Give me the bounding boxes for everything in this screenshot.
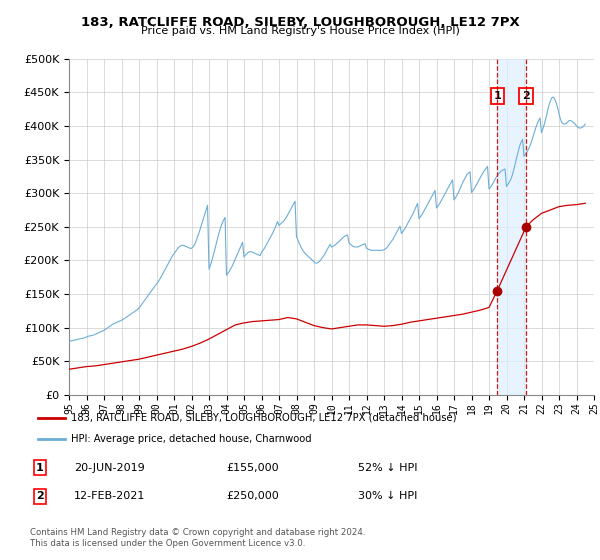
Bar — [497, 59, 526, 395]
Text: 183, RATCLIFFE ROAD, SILEBY, LOUGHBOROUGH, LE12 7PX (detached house): 183, RATCLIFFE ROAD, SILEBY, LOUGHBOROUG… — [71, 413, 457, 423]
Text: 30% ↓ HPI: 30% ↓ HPI — [358, 492, 417, 501]
Text: Contains HM Land Registry data © Crown copyright and database right 2024.: Contains HM Land Registry data © Crown c… — [30, 528, 365, 536]
Text: 2: 2 — [36, 492, 44, 501]
Text: 12-FEB-2021: 12-FEB-2021 — [74, 492, 145, 501]
Text: 1: 1 — [493, 91, 501, 101]
Text: HPI: Average price, detached house, Charnwood: HPI: Average price, detached house, Char… — [71, 435, 311, 444]
Text: 2: 2 — [522, 91, 530, 101]
Text: 1: 1 — [36, 463, 44, 473]
Text: This data is licensed under the Open Government Licence v3.0.: This data is licensed under the Open Gov… — [30, 539, 305, 548]
Text: 20-JUN-2019: 20-JUN-2019 — [74, 463, 145, 473]
Text: £250,000: £250,000 — [227, 492, 280, 501]
Text: 183, RATCLIFFE ROAD, SILEBY, LOUGHBOROUGH, LE12 7PX: 183, RATCLIFFE ROAD, SILEBY, LOUGHBOROUG… — [80, 16, 520, 29]
Text: £155,000: £155,000 — [227, 463, 279, 473]
Text: Price paid vs. HM Land Registry's House Price Index (HPI): Price paid vs. HM Land Registry's House … — [140, 26, 460, 36]
Text: 52% ↓ HPI: 52% ↓ HPI — [358, 463, 417, 473]
